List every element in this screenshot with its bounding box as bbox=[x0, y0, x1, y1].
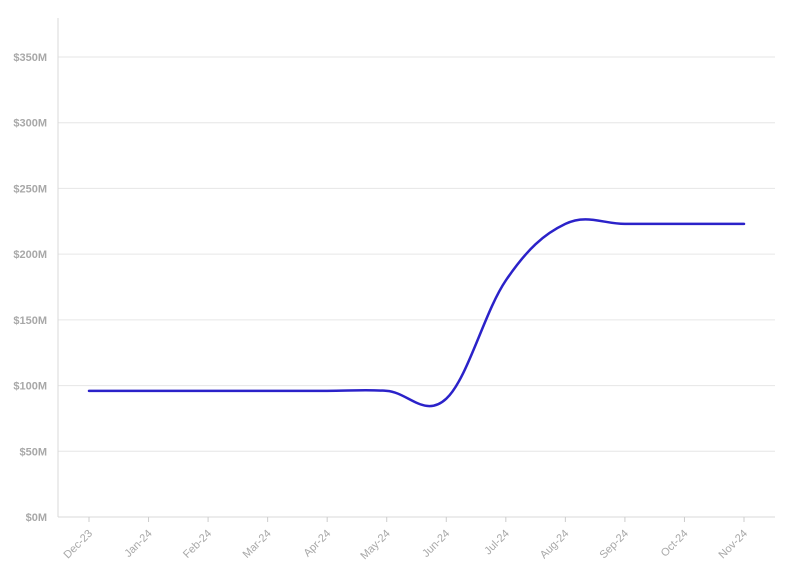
x-tick-label: Apr-24 bbox=[301, 528, 333, 560]
y-tick-label: $100M bbox=[13, 381, 47, 393]
x-tick-label: Mar-24 bbox=[241, 528, 274, 561]
x-tick-label: Feb-24 bbox=[181, 528, 214, 561]
x-tick-label: Aug-24 bbox=[538, 528, 572, 562]
y-tick-label: $300M bbox=[13, 118, 47, 130]
x-axis-ticks: Dec-23 Jan-24 Feb-24 Mar-24 Apr-24 May-24 Jun-… bbox=[62, 517, 751, 562]
y-tick-label: $200M bbox=[13, 249, 47, 261]
x-tick-label: Sep-24 bbox=[597, 528, 631, 562]
y-tick-label: $0M bbox=[26, 512, 47, 524]
x-tick-label: Jan-24 bbox=[122, 528, 154, 560]
x-tick-label: Nov-24 bbox=[717, 528, 751, 562]
y-axis-ticks: $0M $50M $100M $150M $200M $250M $300M $350M bbox=[13, 52, 47, 524]
x-tick-label: Oct-24 bbox=[659, 528, 691, 560]
y-tick-label: $250M bbox=[13, 183, 47, 195]
series-layer bbox=[87, 218, 746, 408]
x-tick-label: Jun-24 bbox=[420, 528, 452, 560]
y-tick-label: $50M bbox=[19, 446, 47, 458]
y-tick-label: $150M bbox=[13, 315, 47, 327]
y-tick-label: $350M bbox=[13, 52, 47, 64]
series-line bbox=[87, 218, 746, 408]
grid-lines bbox=[58, 56, 775, 452]
x-tick-label: May-24 bbox=[358, 528, 392, 562]
x-tick-label: Dec-23 bbox=[62, 528, 96, 562]
x-tick-label: Jul-24 bbox=[482, 528, 512, 558]
